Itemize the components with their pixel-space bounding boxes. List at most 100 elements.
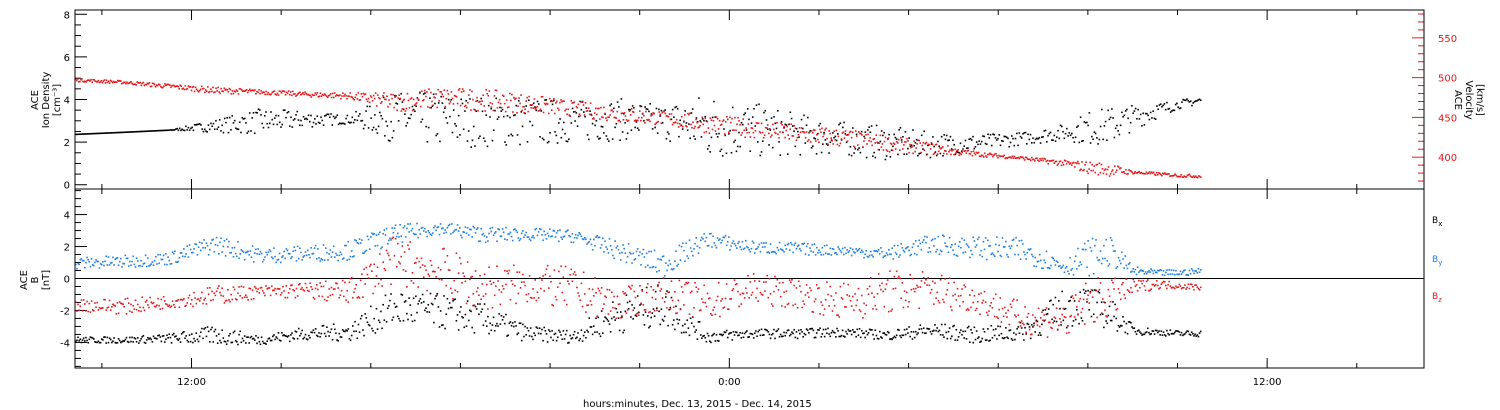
data-point — [994, 153, 996, 155]
data-point — [677, 263, 680, 266]
data-point — [1019, 321, 1022, 324]
data-point — [251, 289, 254, 291]
data-point — [1194, 333, 1196, 336]
data-point — [202, 130, 205, 133]
data-point — [156, 304, 158, 306]
data-point — [586, 304, 588, 307]
data-point — [75, 78, 77, 81]
data-point — [1059, 264, 1061, 267]
data-point — [106, 264, 109, 266]
data-point — [1184, 333, 1186, 335]
data-point — [891, 149, 894, 152]
data-point — [928, 247, 931, 249]
data-point — [88, 133, 91, 135]
data-point — [517, 100, 520, 102]
data-point — [1190, 331, 1193, 333]
data-point — [138, 265, 140, 267]
data-point — [752, 337, 755, 339]
data-point — [812, 251, 815, 253]
data-point — [452, 109, 455, 111]
data-point — [800, 127, 803, 129]
data-point — [323, 298, 326, 301]
data-point — [694, 138, 696, 140]
data-point — [970, 328, 972, 331]
data-point — [538, 109, 541, 112]
data-point — [574, 337, 577, 340]
data-point — [506, 270, 508, 272]
data-point — [482, 295, 485, 297]
data-point — [883, 305, 886, 308]
data-point — [314, 287, 317, 290]
data-point — [985, 258, 988, 261]
data-point — [1005, 240, 1007, 243]
data-point — [400, 235, 403, 238]
data-point — [1049, 267, 1051, 270]
data-point — [431, 270, 434, 273]
data-point — [555, 102, 557, 104]
data-point — [176, 261, 178, 264]
data-point — [1195, 335, 1198, 337]
data-point — [538, 227, 541, 230]
data-point — [1192, 175, 1195, 177]
data-point — [472, 304, 475, 307]
data-point — [443, 89, 446, 91]
data-point — [509, 116, 511, 119]
data-point — [811, 131, 814, 134]
data-point — [931, 238, 934, 241]
data-point — [1145, 331, 1148, 333]
data-point — [463, 105, 466, 108]
data-point — [1002, 337, 1005, 340]
data-point — [1168, 173, 1170, 175]
data-point — [150, 85, 153, 88]
data-point — [585, 107, 588, 109]
data-point — [1002, 246, 1005, 248]
data-point — [987, 153, 989, 156]
data-point — [735, 247, 738, 249]
data-point — [625, 312, 628, 314]
data-point — [1048, 132, 1051, 135]
data-point — [1078, 265, 1080, 267]
data-point — [694, 125, 696, 128]
data-point — [1000, 332, 1003, 335]
data-point — [417, 236, 419, 239]
data-point — [888, 133, 890, 136]
data-point — [414, 103, 417, 105]
data-point — [1001, 237, 1004, 239]
data-point — [534, 228, 537, 231]
data-point — [1084, 121, 1087, 124]
data-point — [161, 258, 164, 261]
data-point — [231, 247, 234, 249]
data-point — [591, 122, 594, 125]
data-point — [255, 248, 257, 251]
data-point — [466, 140, 469, 142]
data-point — [214, 91, 216, 93]
data-point — [108, 82, 111, 84]
data-point — [660, 308, 663, 311]
data-point — [793, 328, 796, 331]
data-point — [228, 334, 230, 337]
data-point — [921, 271, 924, 273]
data-point — [424, 227, 426, 230]
data-point — [981, 255, 984, 258]
data-point — [272, 335, 274, 338]
data-point — [874, 250, 877, 252]
data-point — [177, 260, 180, 263]
data-point — [773, 128, 775, 131]
data-point — [934, 237, 936, 240]
data-point — [991, 153, 993, 156]
data-point — [103, 264, 105, 267]
data-point — [681, 291, 684, 293]
data-point — [620, 112, 623, 115]
data-point — [220, 341, 222, 344]
data-point — [544, 234, 547, 236]
data-point — [112, 131, 115, 134]
data-point — [785, 331, 788, 334]
data-point — [145, 299, 148, 302]
data-point — [642, 112, 644, 115]
data-point — [133, 308, 136, 310]
data-point — [319, 92, 322, 95]
data-point — [340, 336, 343, 339]
data-point — [716, 237, 719, 239]
data-point — [649, 266, 651, 269]
data-point — [832, 299, 835, 301]
